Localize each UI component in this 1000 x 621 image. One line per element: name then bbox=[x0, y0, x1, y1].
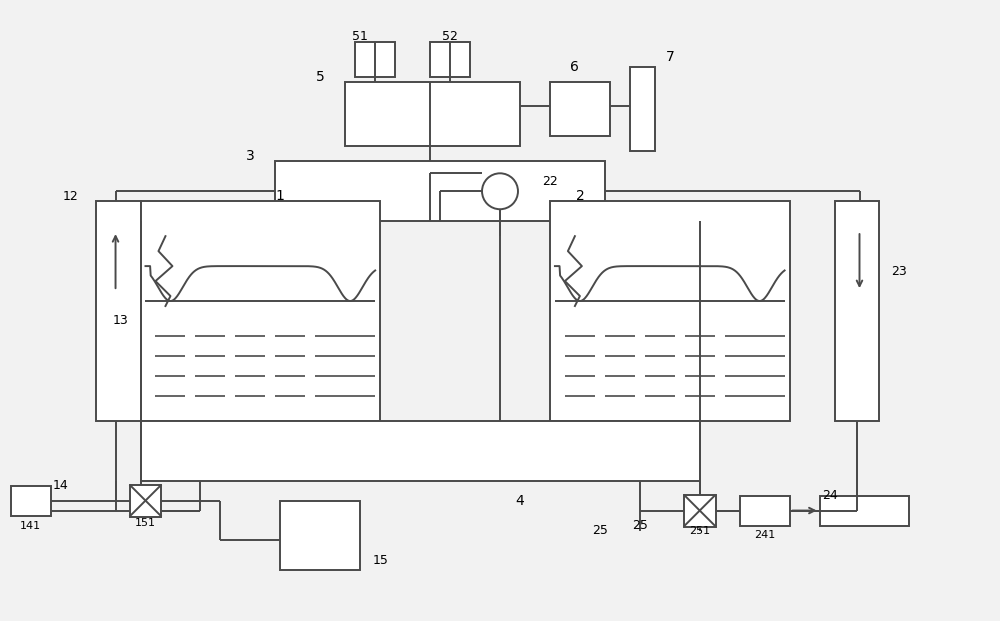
Text: 13: 13 bbox=[113, 314, 128, 327]
Text: 23: 23 bbox=[892, 265, 907, 278]
Bar bbox=[140, 201, 380, 421]
Text: 6: 6 bbox=[570, 60, 579, 73]
Bar bbox=[550, 81, 610, 137]
Bar bbox=[345, 81, 520, 147]
Text: 241: 241 bbox=[754, 530, 775, 540]
Bar bbox=[130, 484, 161, 517]
Text: 1: 1 bbox=[276, 189, 285, 203]
Text: 3: 3 bbox=[246, 149, 255, 163]
Text: 15: 15 bbox=[372, 554, 388, 567]
Bar bbox=[820, 496, 909, 525]
Text: 2: 2 bbox=[576, 189, 584, 203]
Bar bbox=[275, 161, 605, 221]
Bar bbox=[630, 66, 655, 152]
Text: 52: 52 bbox=[442, 30, 458, 43]
Text: 25: 25 bbox=[592, 524, 608, 537]
Bar bbox=[140, 421, 700, 481]
Text: 12: 12 bbox=[63, 190, 78, 202]
Bar bbox=[11, 486, 51, 515]
Text: 151: 151 bbox=[135, 517, 156, 527]
Circle shape bbox=[482, 173, 518, 209]
Text: 14: 14 bbox=[53, 479, 68, 492]
Text: 251: 251 bbox=[689, 525, 710, 535]
Bar bbox=[355, 42, 395, 76]
Bar bbox=[835, 201, 879, 421]
Bar bbox=[684, 494, 716, 527]
Text: 25: 25 bbox=[632, 519, 648, 532]
Text: 4: 4 bbox=[516, 494, 524, 507]
Bar bbox=[96, 201, 140, 421]
Text: 22: 22 bbox=[542, 175, 558, 188]
Text: 51: 51 bbox=[352, 30, 368, 43]
Bar bbox=[280, 501, 360, 571]
Bar bbox=[550, 201, 790, 421]
Text: 5: 5 bbox=[316, 70, 325, 83]
Text: 141: 141 bbox=[20, 520, 41, 530]
Text: 7: 7 bbox=[665, 50, 674, 63]
Bar bbox=[430, 42, 470, 76]
Text: 24: 24 bbox=[822, 489, 837, 502]
Bar bbox=[740, 496, 790, 525]
